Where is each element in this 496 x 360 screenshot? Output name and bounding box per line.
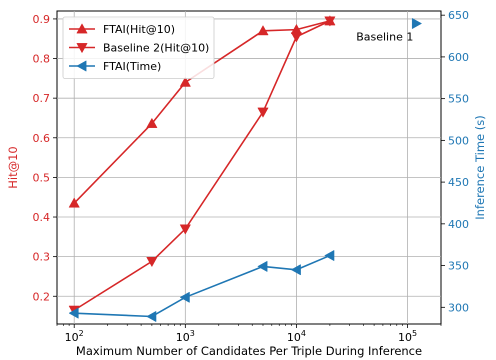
y-left-tick-label: 0.9	[33, 13, 51, 26]
data-point	[146, 256, 158, 268]
y-right-tick-label: 400	[448, 218, 469, 231]
data-point	[257, 260, 268, 273]
y-left-tick-label: 0.3	[33, 251, 51, 264]
y-right-tick-label: 650	[448, 9, 469, 22]
y-left-tick-label: 0.5	[33, 171, 51, 184]
y-right-tick-label: 500	[448, 134, 469, 147]
annotation-label: Baseline 1	[356, 31, 413, 44]
legend-marker	[76, 43, 88, 54]
y-right-tick-label: 600	[448, 51, 469, 64]
y-left-tick-label: 0.4	[33, 211, 51, 224]
data-point	[146, 310, 157, 323]
series-line	[73, 20, 331, 311]
x-axis: 102 103 104 105	[56, 324, 442, 344]
y-axis-right-label: Inference Time (s)	[473, 115, 487, 219]
data-point	[324, 249, 335, 262]
x-axis-label: Maximum Number of Candidates Per Triple …	[76, 344, 422, 358]
x-tick-label: 103	[176, 329, 195, 344]
data-point	[290, 264, 301, 276]
legend-marker	[76, 60, 87, 72]
series-1	[68, 16, 336, 316]
data-point	[257, 25, 269, 36]
y-axis-left-label: Hit@10	[6, 146, 20, 189]
y-right-tick-label: 450	[448, 176, 469, 189]
legend-label: Baseline 2(Hit@10)	[103, 42, 209, 55]
y-right-tick-label: 550	[448, 93, 469, 106]
legend: FTAI(Hit@10) Baseline 2(Hit@10) FTAI(Time)	[62, 16, 215, 79]
y-left-tick-label: 0.6	[33, 132, 51, 145]
series-2	[68, 249, 335, 323]
annotation-marker	[411, 17, 423, 30]
legend-label: FTAI(Hit@10)	[103, 23, 175, 36]
x-tick-label: 104	[287, 329, 306, 344]
series-layer	[68, 15, 336, 323]
plot-frame	[56, 10, 442, 325]
y-left-tick-label: 0.8	[33, 53, 51, 66]
series-line	[73, 20, 331, 204]
x-tick-label: 105	[398, 329, 417, 344]
data-point	[179, 224, 191, 235]
data-point	[290, 32, 303, 43]
y-left-tick-label: 0.7	[33, 92, 51, 105]
legend-label: FTAI(Time)	[103, 60, 161, 73]
annotations: Baseline 1	[356, 17, 423, 44]
data-point	[146, 117, 158, 128]
legend-box	[62, 16, 215, 79]
series-line	[74, 254, 331, 318]
data-point	[324, 16, 336, 27]
x-tick-label: 102	[65, 329, 84, 344]
y-left-tick-label: 0.2	[33, 290, 51, 303]
legend-marker	[76, 23, 88, 34]
y-right-tick-label: 300	[448, 301, 469, 314]
data-point	[257, 107, 269, 118]
y-right-tick-label: 350	[448, 260, 469, 273]
data-point	[179, 291, 190, 303]
data-point	[179, 76, 191, 87]
right-axis: 300 350 400 450 500 550 600 650	[441, 9, 469, 314]
data-point	[68, 307, 79, 319]
data-point	[68, 197, 80, 208]
left-axis: 0.2 0.3 0.4 0.5 0.6 0.7 0.8 0.9	[33, 13, 57, 303]
